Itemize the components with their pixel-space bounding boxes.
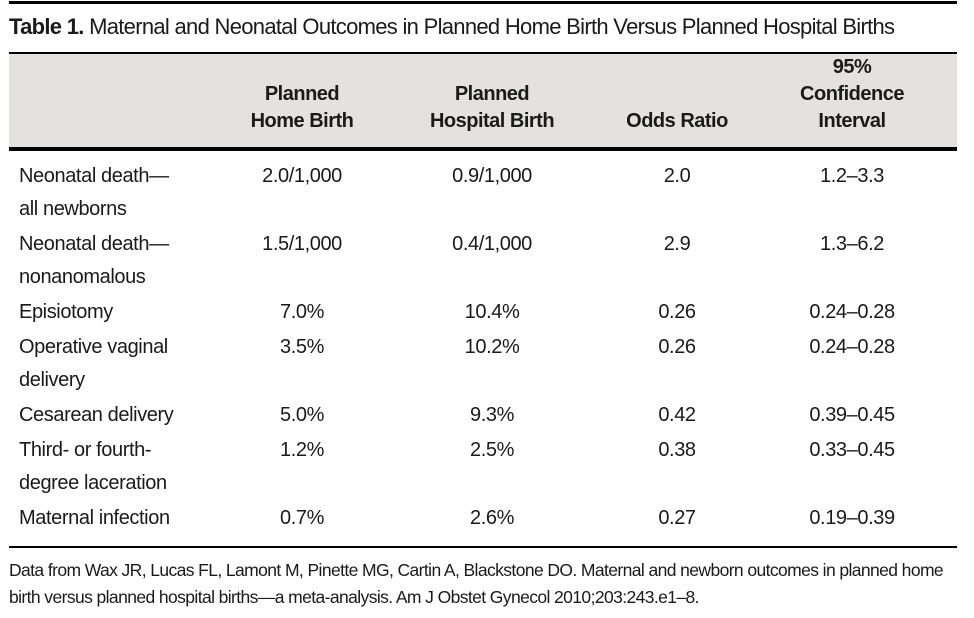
- outcome-line: Third- or fourth-: [19, 439, 152, 461]
- column-header-outcome: [9, 53, 227, 151]
- outcome-line: degree laceration: [19, 472, 167, 494]
- outcome-line: Neonatal death—: [19, 165, 169, 187]
- header-line: Interval: [818, 110, 886, 132]
- outcome-line: Cesarean delivery: [19, 404, 174, 426]
- cell-confidence-interval: 0.33–0.45: [809, 439, 895, 461]
- cell-confidence-interval: 0.24–0.28: [809, 301, 895, 323]
- cell-planned-hospital-birth: 9.3%: [470, 404, 514, 426]
- cell-outcome: Cesarean delivery: [9, 398, 227, 433]
- table-row: Maternal infection 0.7% 2.6% 0.27 0.19–0…: [9, 501, 957, 547]
- outcome-line: nonanomalous: [19, 266, 146, 288]
- cell-confidence-interval: 0.24–0.28: [809, 336, 895, 358]
- cell-planned-home-birth: 2.0/1,000: [262, 165, 342, 187]
- cell-outcome: Maternal infection: [9, 501, 227, 547]
- outcome-line: Neonatal death—: [19, 233, 169, 255]
- outcomes-table: Planned Home Birth Planned Hospital Birt…: [9, 52, 957, 548]
- table-body: Neonatal death— all newborns 2.0/1,000 0…: [9, 149, 957, 547]
- column-header-planned-home-birth: Planned Home Birth: [227, 53, 377, 151]
- table-row: Neonatal death— nonanomalous 1.5/1,000 0…: [9, 227, 957, 295]
- header-line: Odds Ratio: [626, 110, 728, 132]
- cell-confidence-interval: 0.19–0.39: [809, 507, 895, 529]
- cell-odds-ratio: 0.38: [658, 439, 696, 461]
- header-line: Planned: [454, 83, 530, 105]
- cell-odds-ratio: 2.9: [663, 233, 691, 255]
- table-row: Third- or fourth- degree laceration 1.2%…: [9, 433, 957, 501]
- cell-planned-hospital-birth: 2.6%: [470, 507, 514, 529]
- table-row: Episiotomy 7.0% 10.4% 0.26 0.24–0.28: [9, 295, 957, 330]
- outcome-line: delivery: [19, 369, 85, 391]
- cell-outcome: Episiotomy: [9, 295, 227, 330]
- cell-confidence-interval: 0.39–0.45: [809, 404, 895, 426]
- header-line: Hospital Birth: [429, 110, 555, 132]
- column-header-odds-ratio: Odds Ratio: [607, 53, 747, 151]
- column-header-planned-hospital-birth: Planned Hospital Birth: [377, 53, 607, 151]
- cell-confidence-interval: 1.2–3.3: [820, 165, 884, 187]
- cell-confidence-interval: 1.3–6.2: [820, 233, 884, 255]
- column-header-confidence-interval: 95% Confidence Interval: [747, 53, 957, 151]
- cell-outcome: Operative vaginal delivery: [9, 330, 227, 398]
- table-caption: Maternal and Neonatal Outcomes in Planne…: [89, 14, 895, 39]
- cell-planned-home-birth: 7.0%: [280, 301, 324, 323]
- table-row: Cesarean delivery 5.0% 9.3% 0.42 0.39–0.…: [9, 398, 957, 433]
- cell-planned-hospital-birth: 10.4%: [464, 301, 520, 323]
- cell-planned-hospital-birth: 0.4/1,000: [452, 233, 532, 255]
- header-line: 95%: [832, 56, 872, 78]
- table-title: Table 1. Maternal and Neonatal Outcomes …: [9, 13, 966, 40]
- outcome-line: Operative vaginal: [19, 336, 168, 358]
- footnote: Data from Wax JR, Lucas FL, Lamont M, Pi…: [9, 560, 944, 607]
- table-figure: Table 1. Maternal and Neonatal Outcomes …: [9, 0, 966, 611]
- top-rule: [9, 1, 957, 4]
- header-line: Planned: [264, 83, 340, 105]
- table-header: Planned Home Birth Planned Hospital Birt…: [9, 53, 957, 151]
- cell-odds-ratio: 0.42: [658, 404, 696, 426]
- cell-planned-hospital-birth: 2.5%: [470, 439, 514, 461]
- outcome-line: Maternal infection: [19, 507, 170, 529]
- cell-planned-home-birth: 3.5%: [280, 336, 324, 358]
- outcome-line: all newborns: [19, 198, 127, 220]
- cell-planned-home-birth: 1.2%: [280, 439, 324, 461]
- cell-planned-home-birth: 5.0%: [280, 404, 324, 426]
- cell-planned-home-birth: 0.7%: [280, 507, 324, 529]
- outcome-line: Episiotomy: [19, 301, 113, 323]
- cell-planned-hospital-birth: 10.2%: [464, 336, 520, 358]
- table-number-label: Table 1.: [9, 14, 84, 39]
- cell-odds-ratio: 0.26: [658, 336, 696, 358]
- cell-outcome: Neonatal death— all newborns: [9, 149, 227, 227]
- cell-outcome: Neonatal death— nonanomalous: [9, 227, 227, 295]
- table-row: Operative vaginal delivery 3.5% 10.2% 0.…: [9, 330, 957, 398]
- cell-odds-ratio: 0.27: [658, 507, 696, 529]
- cell-planned-hospital-birth: 0.9/1,000: [452, 165, 532, 187]
- header-line: Confidence: [800, 83, 904, 105]
- cell-outcome: Third- or fourth- degree laceration: [9, 433, 227, 501]
- cell-planned-home-birth: 1.5/1,000: [262, 233, 342, 255]
- header-row: Planned Home Birth Planned Hospital Birt…: [9, 53, 957, 151]
- cell-odds-ratio: 0.26: [658, 301, 696, 323]
- table-row: Neonatal death— all newborns 2.0/1,000 0…: [9, 149, 957, 227]
- header-line: Home Birth: [250, 110, 354, 132]
- cell-odds-ratio: 2.0: [663, 165, 691, 187]
